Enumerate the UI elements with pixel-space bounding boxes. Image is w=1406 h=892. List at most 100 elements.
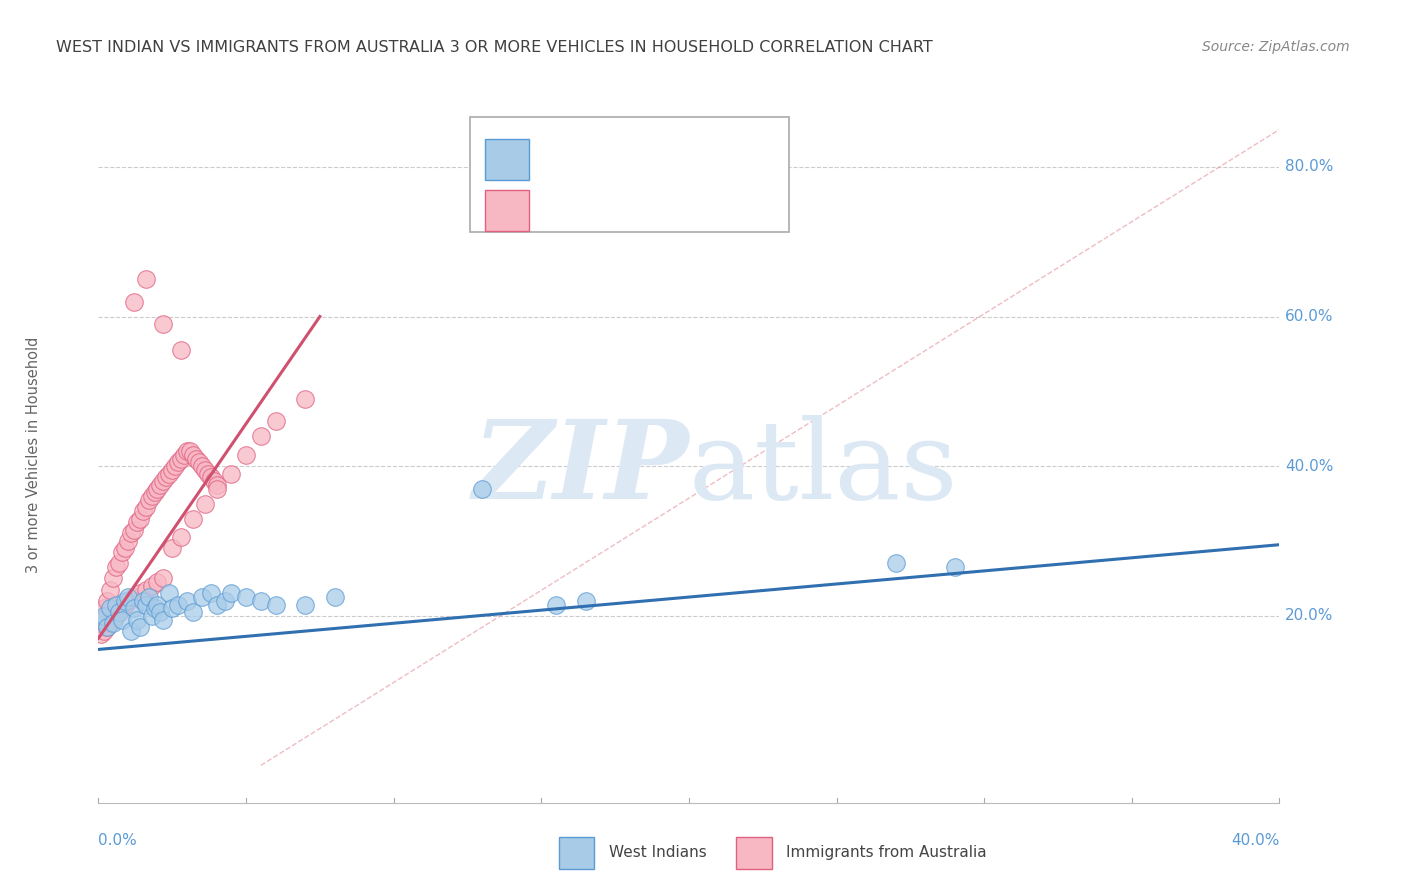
Point	[165, 459, 187, 474]
Point	[90, 627, 112, 641]
Point	[167, 455, 190, 469]
Point	[105, 608, 128, 623]
Point	[152, 571, 174, 585]
Point	[250, 594, 273, 608]
Point	[575, 594, 598, 608]
Text: R = 0.503   N = 66: R = 0.503 N = 66	[551, 199, 735, 217]
Point	[143, 601, 166, 615]
Point	[173, 448, 195, 462]
Point	[120, 526, 142, 541]
Point	[205, 478, 228, 492]
Point	[471, 482, 494, 496]
Point	[103, 571, 125, 585]
Point	[138, 590, 160, 604]
Text: 80.0%: 80.0%	[1285, 160, 1334, 175]
Point	[117, 590, 139, 604]
Text: Immigrants from Australia: Immigrants from Australia	[786, 846, 987, 861]
Point	[96, 594, 118, 608]
Point	[181, 511, 204, 525]
Text: 60.0%: 60.0%	[1285, 309, 1334, 324]
FancyBboxPatch shape	[485, 139, 530, 180]
Point	[111, 545, 134, 559]
Point	[93, 624, 115, 638]
Point	[200, 470, 222, 484]
Point	[96, 620, 118, 634]
FancyBboxPatch shape	[560, 838, 595, 869]
Point	[170, 451, 193, 466]
Point	[128, 511, 150, 525]
Point	[98, 601, 121, 615]
Point	[143, 485, 166, 500]
Text: 20.0%: 20.0%	[1285, 608, 1334, 624]
Point	[122, 294, 145, 309]
Point	[294, 392, 316, 406]
Point	[128, 620, 150, 634]
Point	[114, 594, 136, 608]
Point	[93, 608, 115, 623]
Point	[943, 560, 966, 574]
Point	[117, 594, 139, 608]
Point	[141, 579, 163, 593]
Point	[98, 582, 121, 597]
Point	[122, 590, 145, 604]
Text: 0.0%: 0.0%	[98, 833, 138, 847]
Point	[152, 474, 174, 488]
Point	[125, 613, 148, 627]
Point	[152, 317, 174, 331]
Point	[884, 557, 907, 571]
Point	[167, 598, 190, 612]
Text: West Indians: West Indians	[609, 846, 706, 861]
Point	[135, 500, 157, 515]
Point	[181, 448, 204, 462]
Point	[96, 620, 118, 634]
Point	[98, 616, 121, 631]
Point	[114, 541, 136, 556]
Point	[146, 575, 169, 590]
FancyBboxPatch shape	[471, 118, 789, 232]
Point	[294, 598, 316, 612]
Point	[93, 601, 115, 615]
Point	[155, 470, 177, 484]
Point	[157, 586, 180, 600]
Point	[181, 605, 204, 619]
Text: atlas: atlas	[689, 416, 959, 523]
Point	[191, 459, 214, 474]
Point	[162, 601, 183, 615]
Point	[191, 590, 214, 604]
Point	[122, 601, 145, 615]
Text: R = 0.234   N = 42: R = 0.234 N = 42	[551, 148, 735, 166]
Point	[162, 463, 183, 477]
Point	[108, 557, 131, 571]
Point	[205, 482, 228, 496]
Point	[200, 586, 222, 600]
Point	[170, 530, 193, 544]
Text: ZIP: ZIP	[472, 415, 689, 523]
Point	[221, 586, 243, 600]
Point	[152, 613, 174, 627]
Point	[157, 467, 180, 481]
Point	[111, 601, 134, 615]
Point	[146, 482, 169, 496]
Point	[235, 448, 257, 462]
Point	[197, 467, 219, 481]
Point	[202, 474, 225, 488]
Point	[125, 515, 148, 529]
Point	[141, 608, 163, 623]
Text: Source: ZipAtlas.com: Source: ZipAtlas.com	[1202, 40, 1350, 54]
Point	[105, 560, 128, 574]
FancyBboxPatch shape	[737, 838, 772, 869]
Point	[176, 594, 198, 608]
Point	[170, 343, 193, 358]
Point	[138, 492, 160, 507]
Point	[128, 586, 150, 600]
Point	[546, 598, 568, 612]
Point	[146, 598, 169, 612]
Point	[214, 594, 236, 608]
Point	[149, 478, 172, 492]
Text: 40.0%: 40.0%	[1232, 833, 1279, 847]
Point	[264, 598, 287, 612]
Point	[264, 414, 287, 428]
Point	[194, 463, 217, 477]
Point	[135, 598, 157, 612]
Point	[221, 467, 243, 481]
